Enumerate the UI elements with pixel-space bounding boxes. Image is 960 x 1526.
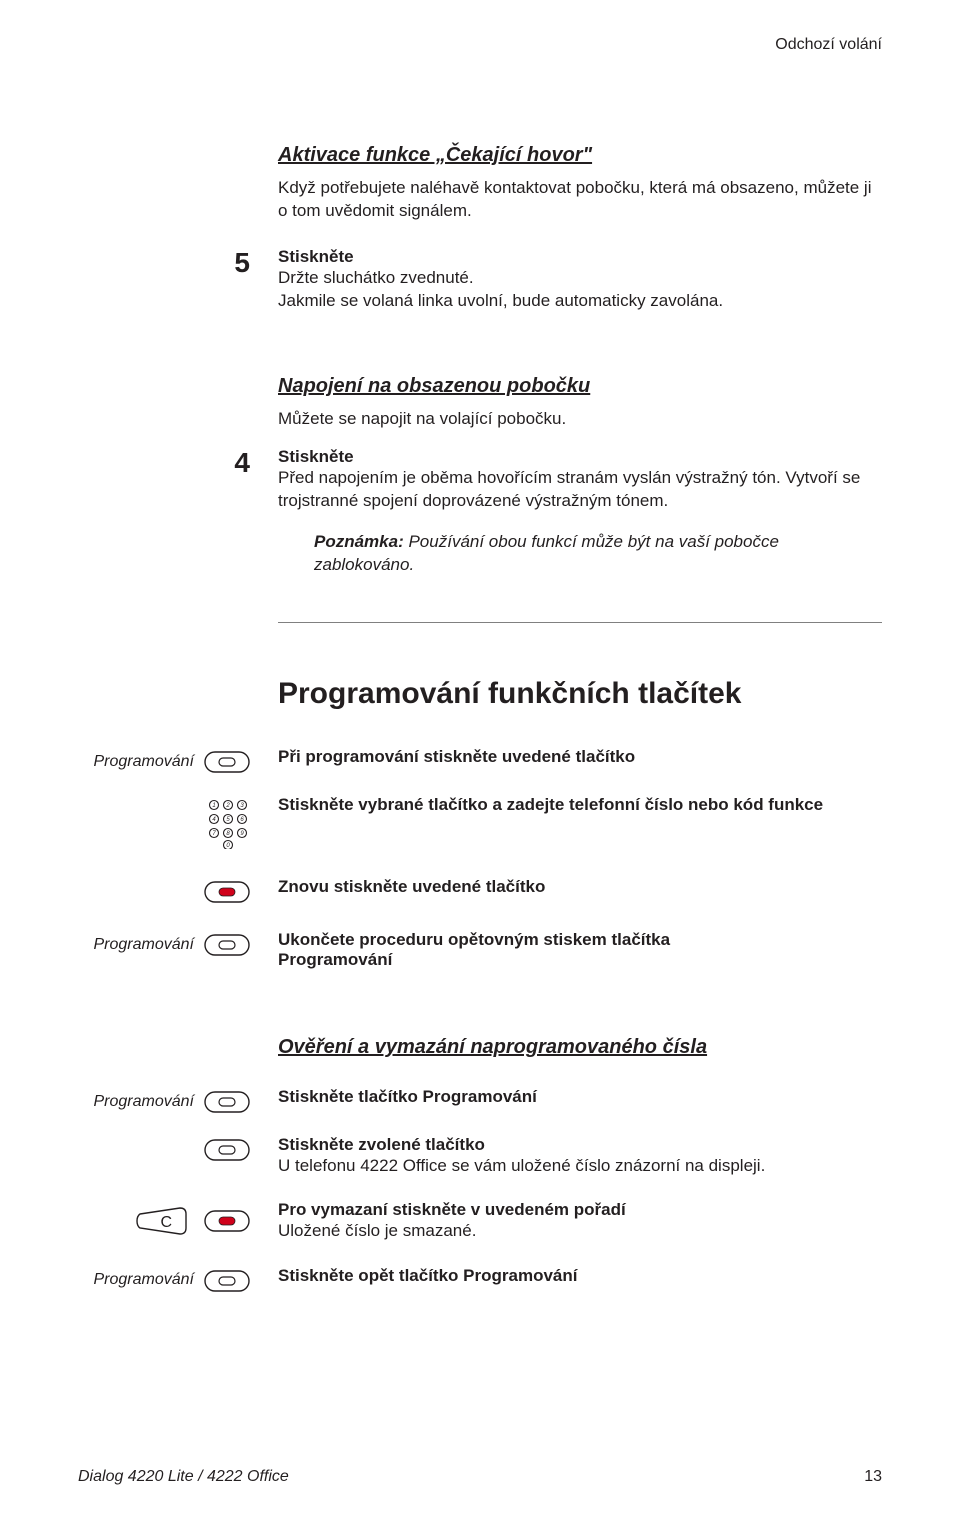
verify-title: Ověření a vymazání naprogramovaného čísl… [278, 1036, 882, 1059]
oval-button-icon [204, 751, 250, 773]
prog-r1: Při programování stiskněte uvedené tlačí… [278, 747, 882, 767]
key-4: 4 [78, 447, 278, 479]
rule-row [78, 582, 882, 671]
oval-icon2-cell [78, 877, 278, 908]
verify-r3-row: C Pro vymazaní stiskněte v uvedeném pořa… [78, 1200, 882, 1243]
prog-r1-row: Programování Při programování stiskněte … [78, 747, 882, 773]
prog-r4a: Ukončete proceduru opětovným stiskem tla… [278, 930, 882, 950]
svg-text:6: 6 [240, 817, 244, 823]
note-label: Poznámka: [314, 532, 404, 551]
oval-button-red-icon [204, 881, 250, 903]
section-divider [278, 622, 882, 623]
prog-label-2: Programování [78, 930, 278, 956]
verify-r2b: U telefonu 4222 Office se vám uložené čí… [278, 1155, 882, 1178]
c-key-label: C [160, 1214, 172, 1232]
prog-label-text-2: Programování [94, 936, 195, 954]
verify-r4-row: Programování Stiskněte opět tlačítko Pro… [78, 1266, 882, 1292]
verify-label-text-2: Programování [94, 1271, 195, 1289]
section2-line1: Před napojením je oběma hovořícím straná… [278, 467, 882, 513]
oval-button-red-icon-2 [204, 1210, 250, 1232]
svg-text:2: 2 [225, 803, 230, 809]
section1-line2: Jakmile se volaná linka uvolní, bude aut… [278, 290, 882, 313]
footer: Dialog 4220 Lite / 4222 Office 13 [78, 1468, 882, 1486]
svg-text:8: 8 [226, 831, 230, 837]
svg-text:1: 1 [212, 803, 215, 809]
svg-text:3: 3 [240, 803, 244, 809]
svg-text:7: 7 [212, 831, 216, 837]
svg-text:0: 0 [226, 843, 230, 849]
keypad-icon: 1 2 3 4 5 6 7 8 9 0 [206, 799, 250, 849]
prog-r4b: Programování [278, 950, 882, 970]
verify-r3a: Pro vymazaní stiskněte v uvedeném pořadí [278, 1200, 882, 1220]
header-breadcrumb: Odchozí volání [78, 36, 882, 54]
prog-r4-row: Programování Ukončete proceduru opětovný… [78, 930, 882, 970]
section2-key4-row: 4 Stiskněte Před napojením je oběma hovo… [78, 447, 882, 577]
svg-text:9: 9 [240, 831, 244, 837]
section1-title: Aktivace funkce „Čekající hovor" [278, 144, 882, 167]
prog-heading-row: Programování funkčních tlačítek [78, 677, 882, 741]
verify-title-row: Ověření a vymazání naprogramovaného čísl… [78, 992, 882, 1081]
keypad-icon-cell: 1 2 3 4 5 6 7 8 9 0 [78, 795, 278, 854]
verify-r1: Stiskněte tlačítko Programování [278, 1087, 882, 1107]
prog-heading: Programování funkčních tlačítek [278, 677, 882, 711]
verify-r1-row: Programování Stiskněte tlačítko Programo… [78, 1087, 882, 1113]
section2-title-row: Napojení na obsazenou pobočku Můžete se … [78, 375, 882, 441]
c-key-cell: C [78, 1200, 278, 1243]
prog-r2: Stiskněte vybrané tlačítko a zadejte tel… [278, 795, 882, 815]
svg-text:5: 5 [226, 817, 230, 823]
footer-page: 13 [864, 1468, 882, 1486]
verify-label-1: Programování [78, 1087, 278, 1113]
verify-label-2: Programování [78, 1266, 278, 1292]
prog-r2-row: 1 2 3 4 5 6 7 8 9 0 Stiskněte vybrané tlačítko… [78, 795, 882, 854]
press-label-2: Stiskněte [278, 447, 882, 467]
verify-r3b: Uložené číslo je smazané. [278, 1220, 882, 1243]
svg-text:4: 4 [212, 817, 216, 823]
oval-button-icon-3 [204, 1091, 250, 1113]
prog-label-text-1: Programování [94, 753, 195, 771]
oval-button-icon-4 [204, 1139, 250, 1161]
note: Poznámka: Používání obou funkcí může být… [314, 531, 882, 577]
section1-intro: Když potřebujete naléhavě kontaktovat po… [278, 177, 882, 223]
section1-line1: Držte sluchátko zvednuté. [278, 267, 882, 290]
verify-r2-row: Stiskněte zvolené tlačítko U telefonu 42… [78, 1135, 882, 1178]
verify-r2a: Stiskněte zvolené tlačítko [278, 1135, 882, 1155]
verify-label-text-1: Programování [94, 1093, 195, 1111]
verify-r4: Stiskněte opět tlačítko Programování [278, 1266, 882, 1286]
prog-r3-row: Znovu stiskněte uvedené tlačítko [78, 877, 882, 908]
oval-button-icon-5 [204, 1270, 250, 1292]
oval-only-cell [78, 1135, 278, 1166]
key-5: 5 [78, 247, 278, 279]
oval-button-icon-2 [204, 934, 250, 956]
press-label: Stiskněte [278, 247, 882, 267]
prog-r3: Znovu stiskněte uvedené tlačítko [278, 877, 882, 897]
footer-model: Dialog 4220 Lite / 4222 Office [78, 1468, 289, 1486]
prog-label-1: Programování [78, 747, 278, 773]
section2-intro: Můžete se napojit na volající pobočku. [278, 408, 882, 431]
page: Odchozí volání Aktivace funkce „Čekající… [0, 0, 960, 1526]
section1-title-row: Aktivace funkce „Čekající hovor" Když po… [78, 144, 882, 241]
section1-key5-row: 5 Stiskněte Držte sluchátko zvednuté. Ja… [78, 247, 882, 313]
section2-title: Napojení na obsazenou pobočku [278, 375, 882, 398]
